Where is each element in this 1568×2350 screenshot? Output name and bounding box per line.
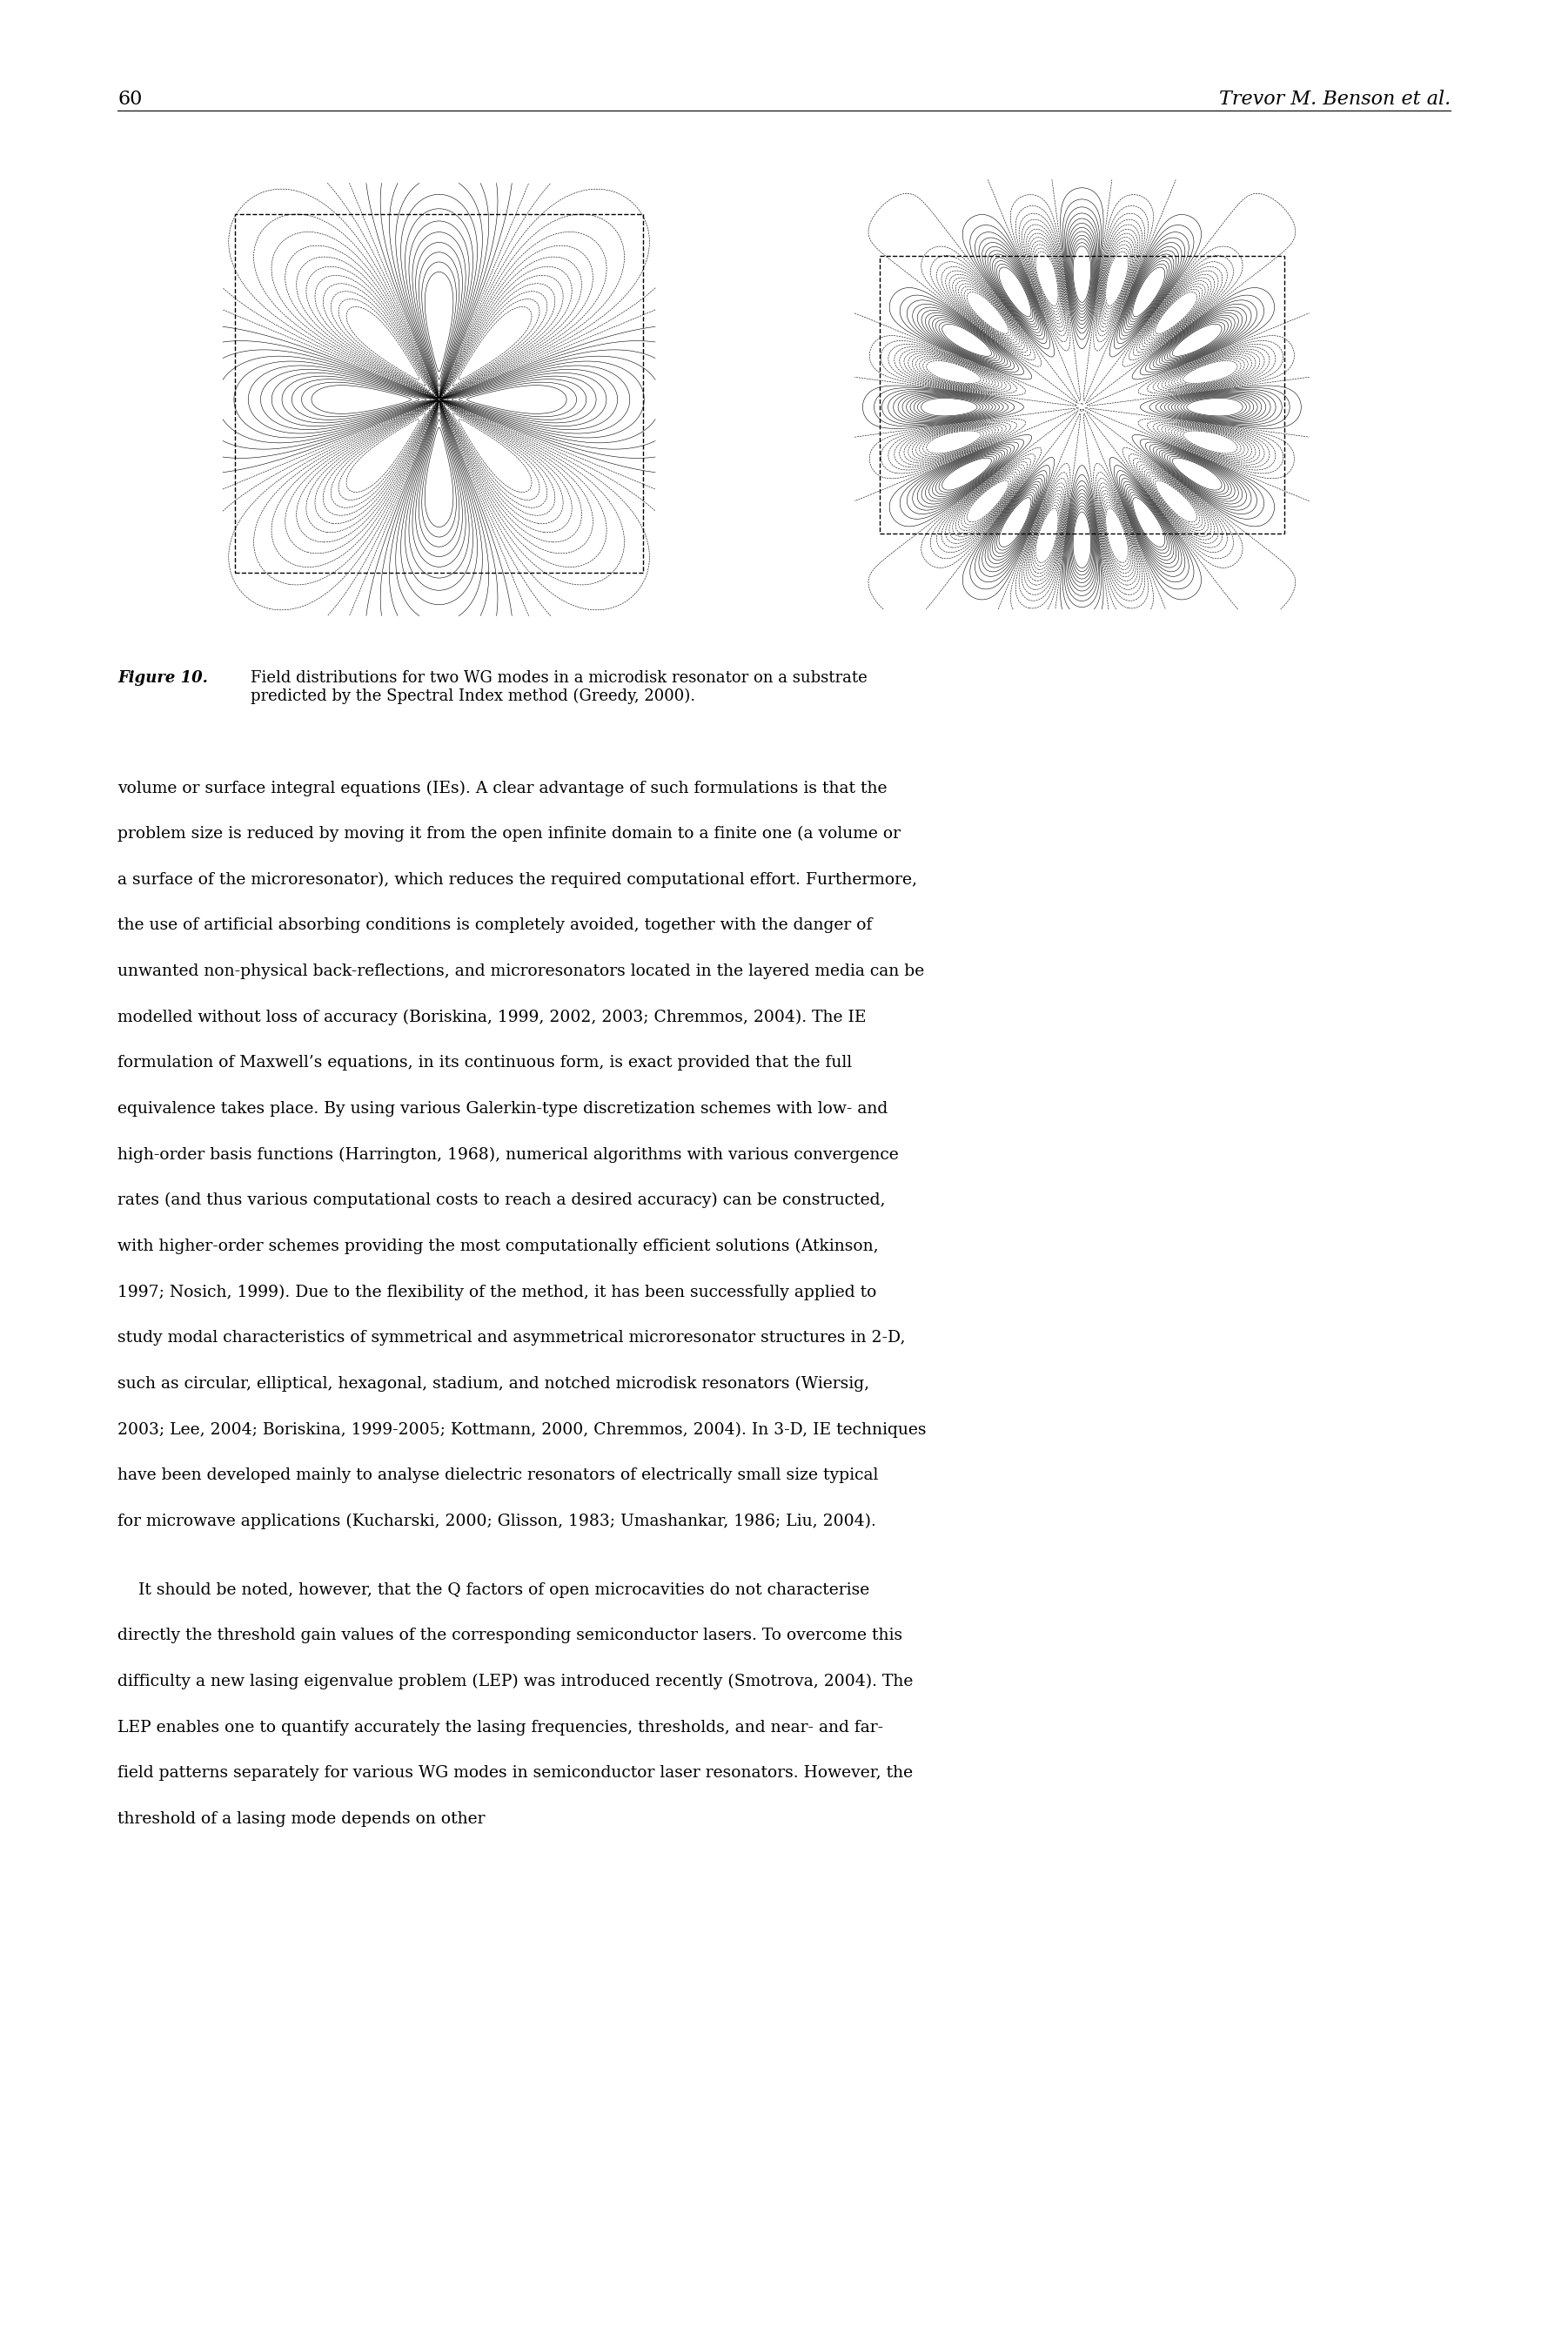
Text: 60: 60 [118,89,143,108]
Text: unwanted non-physical back-reflections, and microresonators located in the layer: unwanted non-physical back-reflections, … [118,964,925,980]
Text: difficulty a new lasing eigenvalue problem (LEP) was introduced recently (Smotro: difficulty a new lasing eigenvalue probl… [118,1673,913,1690]
Bar [880,256,1284,533]
Text: directly the threshold gain values of the corresponding semiconductor lasers. To: directly the threshold gain values of th… [118,1629,903,1643]
Text: the use of artificial absorbing conditions is completely avoided, together with : the use of artificial absorbing conditio… [118,916,872,933]
Text: rates (and thus various computational costs to reach a desired accuracy) can be : rates (and thus various computational co… [118,1191,886,1208]
Text: Figure 10.: Figure 10. [118,670,209,686]
Text: formulation of Maxwell’s equations, in its continuous form, is exact provided th: formulation of Maxwell’s equations, in i… [118,1055,851,1072]
Text: have been developed mainly to analyse dielectric resonators of electrically smal: have been developed mainly to analyse di… [118,1466,878,1483]
Text: Trevor M. Benson et al.: Trevor M. Benson et al. [1218,89,1450,108]
Text: threshold of a lasing mode depends on other: threshold of a lasing mode depends on ot… [118,1812,485,1826]
Text: a surface of the microresonator), which reduces the required computational effor: a surface of the microresonator), which … [118,872,917,888]
Text: 1997; Nosich, 1999). Due to the flexibility of the method, it has been successfu: 1997; Nosich, 1999). Due to the flexibil… [118,1283,877,1300]
Text: such as circular, elliptical, hexagonal, stadium, and notched microdisk resonato: such as circular, elliptical, hexagonal,… [118,1375,870,1391]
Bar [235,214,643,573]
Text: volume or surface integral equations (IEs). A clear advantage of such formulatio: volume or surface integral equations (IE… [118,780,887,797]
Text: problem size is reduced by moving it from the open infinite domain to a finite o: problem size is reduced by moving it fro… [118,825,900,841]
Text: modelled without loss of accuracy (Boriskina, 1999, 2002, 2003; Chremmos, 2004).: modelled without loss of accuracy (Boris… [118,1008,867,1025]
Text: field patterns separately for various WG modes in semiconductor laser resonators: field patterns separately for various WG… [118,1765,913,1781]
Text: equivalence takes place. By using various Galerkin-type discretization schemes w: equivalence takes place. By using variou… [118,1100,887,1116]
Text: for microwave applications (Kucharski, 2000; Glisson, 1983; Umashankar, 1986; Li: for microwave applications (Kucharski, 2… [118,1513,877,1530]
Text: study modal characteristics of symmetrical and asymmetrical microresonator struc: study modal characteristics of symmetric… [118,1330,905,1347]
Text: high-order basis functions (Harrington, 1968), numerical algorithms with various: high-order basis functions (Harrington, … [118,1147,898,1163]
Text: Field distributions for two WG modes in a microdisk resonator on a substrate
pre: Field distributions for two WG modes in … [251,670,867,703]
Text: with higher-order schemes providing the most computationally efficient solutions: with higher-order schemes providing the … [118,1238,878,1255]
Text: LEP enables one to quantify accurately the lasing frequencies, thresholds, and n: LEP enables one to quantify accurately t… [118,1720,883,1734]
Text: It should be noted, however, that the Q factors of open microcavities do not cha: It should be noted, however, that the Q … [118,1582,870,1598]
Text: 2003; Lee, 2004; Boriskina, 1999-2005; Kottmann, 2000, Chremmos, 2004). In 3-D, : 2003; Lee, 2004; Boriskina, 1999-2005; K… [118,1422,927,1438]
